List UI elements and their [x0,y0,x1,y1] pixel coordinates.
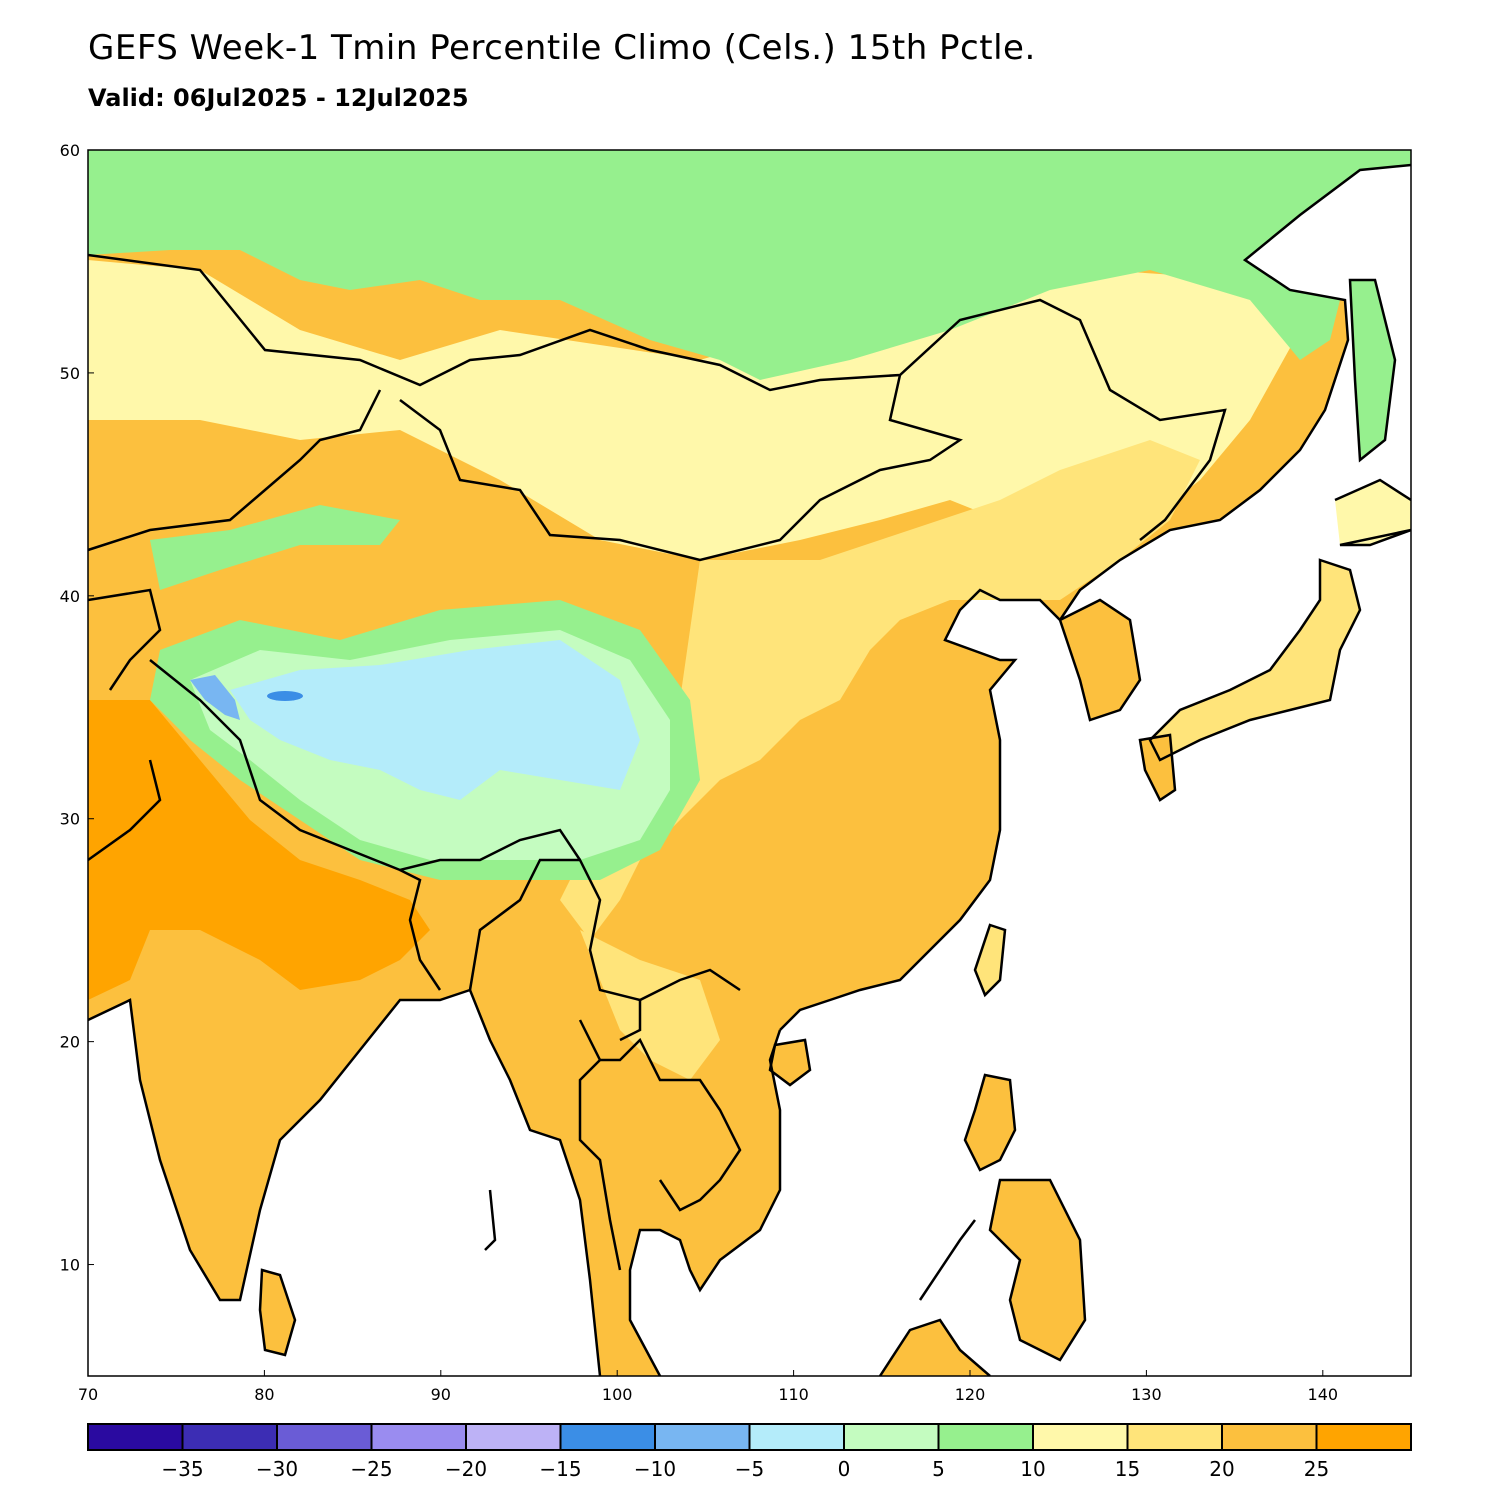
colorbar-swatch [370,1423,467,1451]
lat-tick-label: 20 [60,1033,80,1052]
land-kyushu [1140,735,1175,800]
chart-title: GEFS Week-1 Tmin Percentile Climo (Cels.… [88,28,1036,68]
land-korea [1060,600,1140,720]
colorbar-swatch [1126,1423,1223,1451]
land-japan [1150,560,1360,760]
lon-tick-label: 90 [431,1385,451,1404]
country-borders [88,253,1227,1271]
temp-zone-5-10-boreal [88,150,1411,380]
latitude-axis: 10 20 30 40 50 60 [60,141,94,1275]
lon-tick-label: 130 [1131,1385,1162,1404]
colorbar-swatch [87,1423,184,1451]
temp-zone-neg5-0-tibet-core [230,640,640,800]
colorbar-swatch [465,1423,562,1451]
land-hokkaido [1335,480,1411,545]
colorbar-label: −10 [634,1457,676,1481]
colorbar-swatch [654,1423,751,1451]
colorbar-swatch [181,1423,278,1451]
colorbar-swatch [1315,1423,1412,1451]
longitude-axis: 70 80 90 100 110 120 130 140 [78,1370,1338,1404]
temp-zone-tienshan [150,505,400,590]
lon-tick-label: 70 [78,1385,98,1404]
land-taiwan [975,925,1005,995]
lon-tick-label: 120 [955,1385,986,1404]
land-sri-lanka [260,1270,295,1355]
lat-tick-label: 50 [60,364,80,383]
valid-date-range: Valid: 06Jul2025 - 12Jul2025 [88,84,469,112]
coastlines [88,163,1411,1376]
temp-zone-15-20-north [88,260,1300,560]
colorbar-label: 5 [932,1457,945,1481]
colorbar-label: 10 [1020,1457,1045,1481]
colorbar-swatch [276,1423,373,1451]
lon-tick-label: 100 [602,1385,633,1404]
colorbar-swatch [937,1423,1034,1451]
lat-tick-label: 40 [60,587,80,606]
colorbar: −35 −30 −25 −20 −15 −10 −5 0 5 10 15 20 25 [87,1423,1412,1481]
colorbar-label: −30 [256,1457,298,1481]
colorbar-swatch [1221,1423,1318,1451]
lat-tick-label: 60 [60,141,80,160]
land-hainan [770,1040,810,1085]
colorbar-label: −15 [539,1457,581,1481]
colorbar-swatch [843,1423,940,1451]
colorbar-swatch [1032,1423,1129,1451]
temp-zone-20-25-interior [560,440,1200,940]
temp-zone-25plus-india [88,700,430,1000]
lon-tick-label: 140 [1308,1385,1339,1404]
land-philippines-luzon [965,1075,1015,1170]
colorbar-swatch [748,1423,845,1451]
land-sakhalin [1350,280,1395,460]
temp-zone-neg10-tibet [190,675,240,720]
lat-tick-label: 10 [60,1256,80,1275]
temp-zone-20-25-indochina [580,930,720,1080]
colorbar-label: −35 [161,1457,203,1481]
colorbar-label: 20 [1209,1457,1234,1481]
colorbar-label: −20 [445,1457,487,1481]
colorbar-label: 15 [1115,1457,1140,1481]
colorbar-label: 0 [838,1457,851,1481]
map-frame [87,149,1412,1377]
lon-tick-label: 110 [778,1385,809,1404]
temp-zone-neg10-small [267,691,303,701]
lat-tick-label: 30 [60,810,80,829]
colorbar-label: 25 [1304,1457,1329,1481]
colorbar-label: −5 [735,1457,764,1481]
colorbar-label: −25 [350,1457,392,1481]
map-area [88,150,1411,1376]
lon-tick-label: 80 [254,1385,274,1404]
colorbar-swatch [559,1423,656,1451]
